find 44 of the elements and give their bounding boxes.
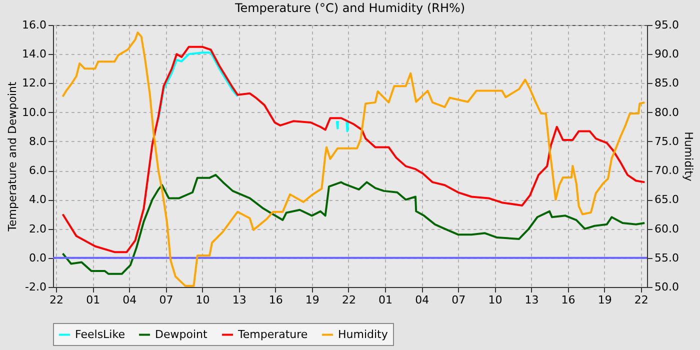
y2-tick-label: 95.0 (654, 18, 679, 32)
y2-tick-label: 80.0 (654, 106, 679, 119)
x-tick-label: 04 (415, 294, 430, 306)
x-tick-label: 22 (50, 294, 64, 306)
y-tick-label: 16.0 (22, 18, 46, 32)
y2-tick-label: 65.0 (654, 193, 679, 206)
y-tick-label: -2.0 (25, 280, 46, 294)
y-tick-label: 12.0 (22, 76, 46, 90)
y2-axis-title: Humidity (682, 132, 695, 182)
x-tick-label: 07 (159, 294, 174, 306)
legend-label: FeelsLike (75, 328, 126, 341)
x-tick-label: 01 (378, 294, 393, 306)
legend-label: Humidity (338, 328, 388, 341)
y-tick-label: 0.0 (29, 251, 46, 264)
y-tick-label: 10.0 (22, 106, 46, 119)
y-tick-label: 6.0 (29, 164, 46, 178)
legend-label: Dewpoint (155, 328, 208, 341)
x-tick-label: 16 (561, 294, 576, 306)
x-tick-label: 01 (86, 294, 100, 306)
y-axis-title: Temperature and Dewpoint (6, 80, 20, 232)
y2-tick-label: 90.0 (654, 48, 679, 61)
y2-tick-label: 75.0 (654, 134, 679, 148)
y2-tick-label: 55.0 (654, 251, 679, 264)
x-tick-label: 13 (524, 294, 539, 306)
x-tick-label: 16 (268, 294, 283, 306)
y2-tick-label: 85.0 (654, 76, 679, 90)
x-tick-label: 22 (634, 294, 648, 306)
legend-label: Temperature (237, 328, 308, 341)
chart-title: Temperature (°C) and Humidity (RH%) (234, 1, 466, 15)
y2-tick-label: 70.0 (654, 164, 679, 178)
y-tick-label: 4.0 (29, 193, 46, 206)
x-tick-label: 10 (488, 294, 502, 306)
y-tick-label: 14.0 (22, 48, 46, 61)
y-tick-label: 8.0 (29, 134, 46, 148)
x-tick-label: 19 (305, 294, 320, 306)
x-tick-label: 13 (232, 294, 246, 306)
x-tick-label: 10 (196, 294, 210, 306)
x-tick-label: 07 (452, 294, 466, 306)
y2-tick-label: 50.0 (654, 280, 679, 294)
y2-tick-label: 60.0 (654, 222, 679, 236)
x-tick-label: 04 (122, 294, 137, 306)
y-tick-label: 2.0 (29, 222, 46, 236)
x-tick-label: 19 (598, 294, 612, 306)
x-tick-label: 22 (342, 294, 356, 306)
